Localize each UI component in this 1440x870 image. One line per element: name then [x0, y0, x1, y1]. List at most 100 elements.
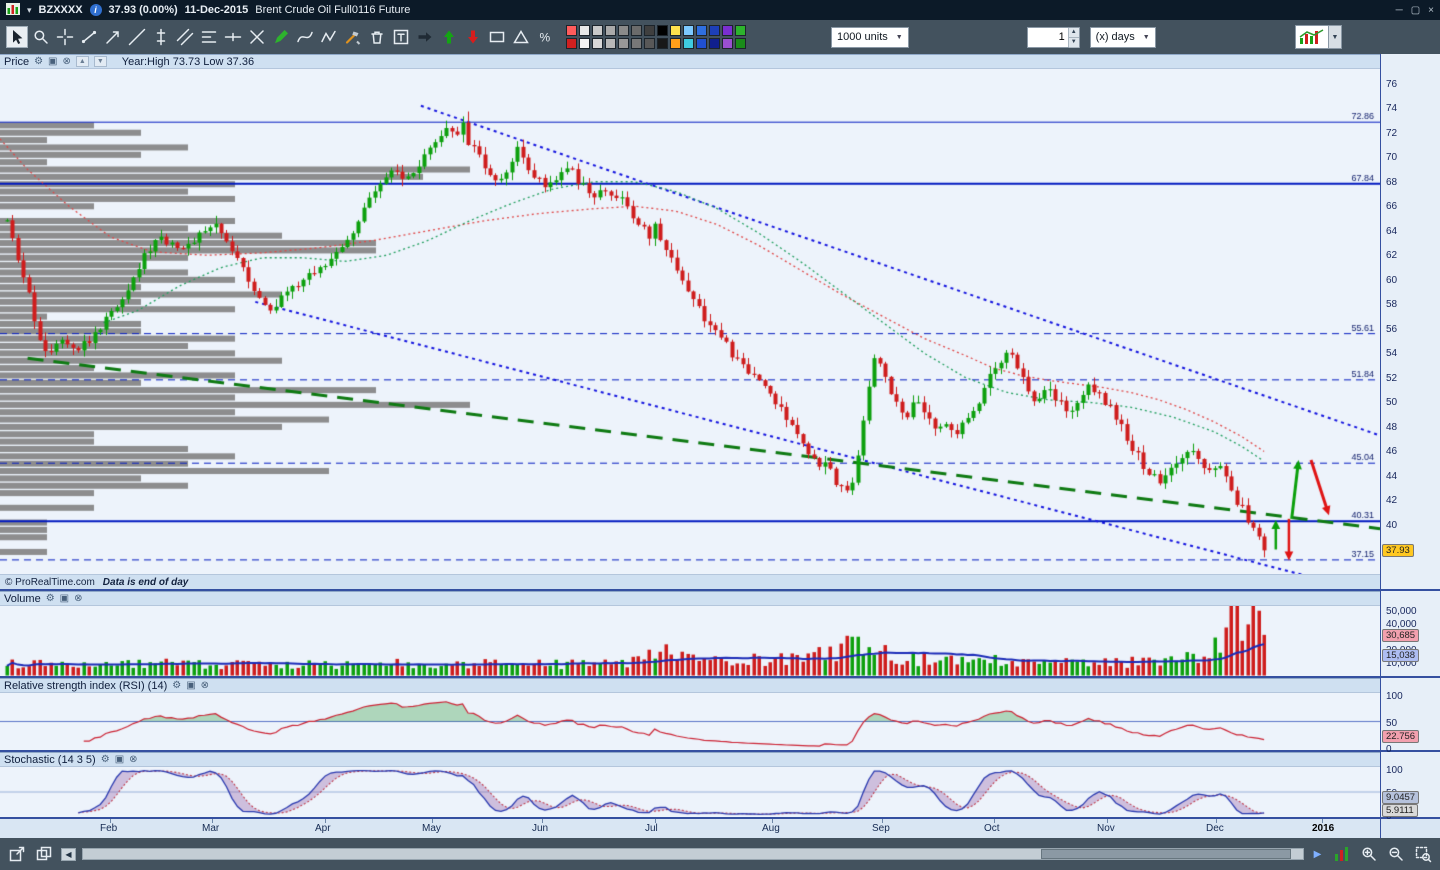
time-axis-label: Jul [645, 823, 658, 834]
time-scrollbar-thumb[interactable] [1040, 849, 1291, 859]
scroll-left-button[interactable]: ◀ [61, 847, 76, 861]
rsi-canvas[interactable] [0, 693, 1380, 750]
palette-color-0-4[interactable] [618, 24, 629, 36]
percent-tool[interactable]: % [534, 26, 556, 48]
palette-color-1-0[interactable] [566, 37, 577, 49]
rectangle-tool[interactable] [486, 26, 508, 48]
spin-down-icon[interactable]: ▼ [1068, 37, 1079, 48]
time-axis[interactable]: Feb Mar Apr May Jun Jul Aug Sep Oct Nov Dec 2016 [0, 819, 1380, 838]
units-select[interactable]: 1000 units ▼ [831, 26, 909, 48]
palette-color-1-3[interactable] [605, 37, 616, 49]
palette-color-0-12[interactable] [722, 24, 733, 36]
palette-color-1-4[interactable] [618, 37, 629, 49]
symbol-caret-icon[interactable]: ▾ [27, 4, 32, 15]
close-icon[interactable]: ⊗ [129, 753, 138, 765]
palette-color-0-3[interactable] [605, 24, 616, 36]
pop-out-chart-icon[interactable] [6, 843, 28, 865]
axis-label: 66 [1386, 201, 1398, 213]
palette-color-1-9[interactable] [683, 37, 694, 49]
window-icon[interactable]: ▣ [186, 679, 196, 691]
price-canvas[interactable] [0, 69, 1380, 574]
scroll-right-button[interactable]: ▶ [1313, 848, 1322, 860]
wrench-icon[interactable]: ⚙ [100, 753, 110, 765]
duplicate-chart-icon[interactable] [33, 843, 55, 865]
spin-up-icon[interactable]: ▲ [1068, 27, 1079, 38]
cross-tool[interactable] [246, 26, 268, 48]
chart-style-button[interactable] [1295, 25, 1329, 49]
palette-color-0-10[interactable] [696, 24, 707, 36]
palette-color-0-9[interactable] [683, 24, 694, 36]
palette-color-0-13[interactable] [735, 24, 746, 36]
palette-color-1-11[interactable] [709, 37, 720, 49]
palette-color-0-7[interactable] [657, 24, 668, 36]
palette-color-0-8[interactable] [670, 24, 681, 36]
horizontal-line-tool[interactable] [222, 26, 244, 48]
ray-tool[interactable] [102, 26, 124, 48]
zigzag-tool[interactable] [318, 26, 340, 48]
palette-color-1-7[interactable] [657, 37, 668, 49]
palette-color-0-11[interactable] [709, 24, 720, 36]
rsi-axis[interactable]: 100 50 0 22.756 [1380, 678, 1440, 755]
segment-tool[interactable] [78, 26, 100, 48]
period-input[interactable] [1027, 31, 1068, 43]
palette-color-0-6[interactable] [644, 24, 655, 36]
chart-style-icon[interactable] [1331, 843, 1353, 865]
window-icon[interactable]: ▣ [114, 753, 125, 765]
wrench-icon[interactable]: ⚙ [34, 55, 44, 67]
triangle-tool[interactable] [510, 26, 532, 48]
minimize-icon[interactable]: ─ [1395, 4, 1403, 16]
time-scrollbar[interactable] [82, 848, 1304, 860]
trendline-tool[interactable] [126, 26, 148, 48]
palette-color-1-5[interactable] [631, 37, 642, 49]
arrow-right-tool[interactable] [414, 26, 436, 48]
symbol-label[interactable]: BZXXXX [38, 4, 83, 16]
move-up-icon[interactable]: ▲ [75, 56, 89, 67]
stochastic-canvas[interactable] [0, 767, 1380, 817]
crosshair-tool[interactable] [54, 26, 76, 48]
fibonacci-tool[interactable] [198, 26, 220, 48]
info-icon[interactable]: i [89, 4, 102, 16]
timeframe-select[interactable]: (x) days ▼ [1089, 26, 1156, 48]
arrow-down-tool[interactable] [462, 26, 484, 48]
channel-tool[interactable] [174, 26, 196, 48]
palette-color-1-1[interactable] [579, 37, 590, 49]
palette-color-0-1[interactable] [579, 24, 590, 36]
palette-color-1-8[interactable] [670, 37, 681, 49]
volume-canvas[interactable] [0, 606, 1380, 676]
value-badge: 37.93 [1382, 544, 1414, 558]
close-icon[interactable]: ⊗ [200, 679, 210, 691]
palette-color-1-12[interactable] [722, 37, 733, 49]
wrench-icon[interactable]: ⚙ [172, 679, 182, 691]
palette-color-1-6[interactable] [644, 37, 655, 49]
palette-color-0-5[interactable] [631, 24, 642, 36]
price-axis[interactable]: 7674727068666462605856545250484644424038… [1380, 54, 1440, 589]
restore-icon[interactable]: ▢ [1410, 4, 1421, 16]
delete-drawing-tool[interactable] [366, 26, 388, 48]
zoom-out-icon[interactable] [1385, 843, 1407, 865]
chart-style-dropdown-icon[interactable]: ▼ [1329, 25, 1342, 49]
zoom-in-icon[interactable] [1358, 843, 1380, 865]
window-icon[interactable]: ▣ [59, 592, 70, 604]
zoom-tool[interactable] [30, 26, 52, 48]
arrow-up-tool[interactable] [438, 26, 460, 48]
close-icon[interactable]: ⊗ [62, 55, 71, 67]
curve-tool[interactable] [294, 26, 316, 48]
move-down-icon[interactable]: ▼ [93, 56, 107, 67]
palette-color-1-2[interactable] [592, 37, 603, 49]
palette-color-1-10[interactable] [696, 37, 707, 49]
close-icon[interactable]: × [1428, 4, 1434, 16]
text-tool[interactable] [390, 26, 412, 48]
wrench-icon[interactable]: ⚙ [45, 592, 55, 604]
zoom-selection-icon[interactable] [1412, 843, 1434, 865]
close-icon[interactable]: ⊗ [74, 592, 83, 604]
pointer-tool[interactable] [6, 26, 28, 48]
palette-color-0-2[interactable] [592, 24, 603, 36]
pencil-tool[interactable] [270, 26, 292, 48]
vertical-line-tool[interactable] [150, 26, 172, 48]
drawing-toolbox-tool[interactable] [342, 26, 364, 48]
window-icon[interactable]: ▣ [48, 55, 58, 67]
palette-color-1-13[interactable] [735, 37, 746, 49]
palette-color-0-0[interactable] [566, 24, 577, 36]
